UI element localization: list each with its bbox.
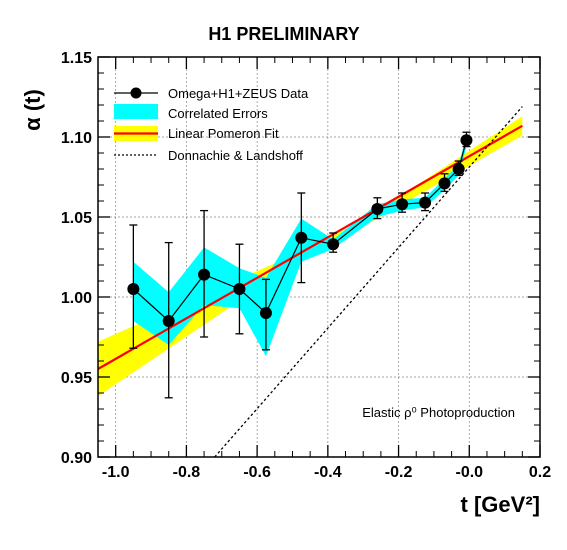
y-axis-label: α (t) xyxy=(20,89,45,131)
legend-label-correlated: Correlated Errors xyxy=(168,106,268,121)
legend-label-data: Omega+H1+ZEUS Data xyxy=(168,86,309,101)
data-point-6 xyxy=(327,238,340,251)
data-point-11 xyxy=(452,163,465,175)
x-tick-label-0: -1.0 xyxy=(102,464,130,481)
plot-frame xyxy=(97,56,541,458)
data-point-8 xyxy=(396,198,409,211)
x-tick-label-4: -0.2 xyxy=(385,464,413,481)
axis-ticks: -1.0 -0.8 -0.6 -0.4 -0.2 -0.0 0.2 0.90 0.95 1.00 1… xyxy=(61,50,551,481)
annotation-process: Elastic ρ⁰ Photoproduction xyxy=(362,405,515,420)
y-tick-label-2: 1.00 xyxy=(61,290,92,307)
data-series xyxy=(127,131,473,399)
y-tick-label-4: 1.10 xyxy=(61,130,92,147)
x-tick-label-3: -0.4 xyxy=(314,464,342,481)
data-point-3 xyxy=(233,283,246,295)
data-point-1 xyxy=(162,315,175,327)
data-point-5 xyxy=(295,231,308,244)
x-tick-label-6: 0.2 xyxy=(529,464,551,481)
legend-data-marker xyxy=(130,87,142,99)
data-point-7 xyxy=(371,203,384,215)
data-point-9 xyxy=(419,196,432,209)
chart-title: H1 PRELIMINARY xyxy=(208,24,359,44)
data-point-4 xyxy=(259,307,272,319)
x-axis-label: t [GeV²] xyxy=(461,492,540,517)
data-point-12 xyxy=(460,134,473,147)
data-point-0 xyxy=(127,283,140,295)
x-tick-label-2: -0.6 xyxy=(243,464,271,481)
legend-label-fit: Linear Pomeron Fit xyxy=(168,126,279,141)
grid xyxy=(98,57,540,457)
x-tick-label-1: -0.8 xyxy=(173,464,201,481)
y-tick-label-5: 1.15 xyxy=(61,50,92,67)
y-tick-label-0: 0.90 xyxy=(61,450,92,467)
x-tick-label-5: -0.0 xyxy=(455,464,483,481)
data-point-2 xyxy=(198,268,211,281)
legend-corr-swatch xyxy=(114,104,158,119)
data-point-10 xyxy=(438,177,451,190)
y-tick-label-1: 0.95 xyxy=(61,370,92,387)
legend: Omega+H1+ZEUS Data Correlated Errors Lin… xyxy=(114,86,309,163)
legend-label-dl: Donnachie & Landshoff xyxy=(168,148,303,163)
y-tick-label-3: 1.05 xyxy=(61,210,92,227)
